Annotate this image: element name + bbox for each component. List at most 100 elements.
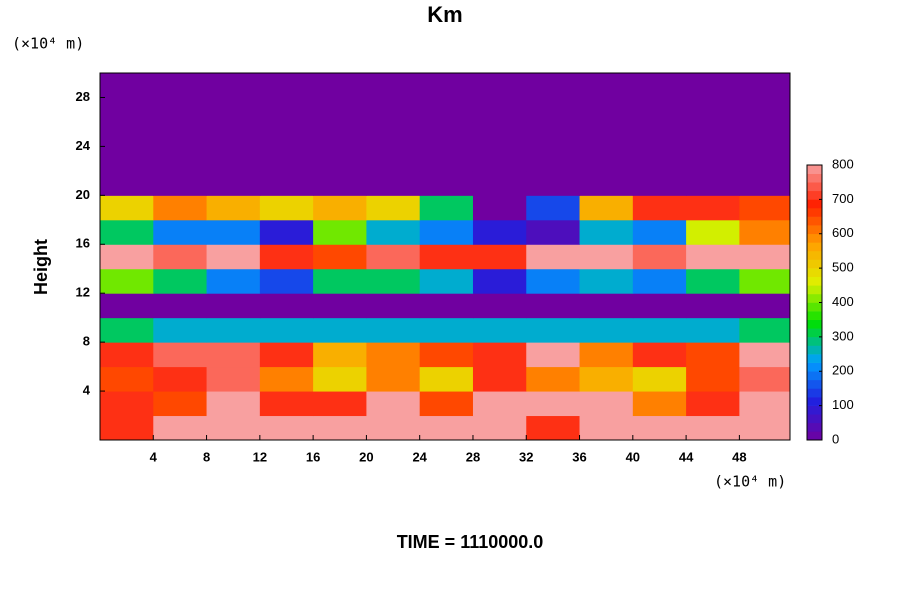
- cell: [153, 195, 208, 221]
- cell: [579, 170, 634, 196]
- colorbar-swatch: [807, 293, 822, 303]
- cell: [472, 195, 527, 221]
- cell: [686, 244, 740, 270]
- cell: [313, 97, 367, 123]
- cell: [313, 73, 367, 98]
- y-tick-label: 20: [76, 187, 90, 202]
- y-tick-label: 24: [76, 138, 91, 153]
- y-tick-label: 16: [76, 236, 90, 251]
- cell: [419, 366, 474, 392]
- colorbar-swatch: [807, 371, 822, 381]
- colorbar-swatch: [807, 173, 822, 183]
- cell: [206, 244, 261, 270]
- cell: [206, 293, 261, 319]
- cell: [366, 268, 421, 294]
- cell: [313, 170, 367, 196]
- cell: [259, 317, 314, 343]
- cell: [206, 268, 261, 294]
- cell: [632, 268, 687, 294]
- cell: [100, 415, 154, 441]
- cell: [153, 73, 208, 98]
- colorbar-swatch: [807, 431, 822, 441]
- y-tick-label: 28: [76, 89, 90, 104]
- cell: [259, 415, 314, 441]
- cell: [206, 170, 261, 196]
- cell: [686, 268, 740, 294]
- cell: [686, 121, 740, 147]
- cell: [526, 268, 581, 294]
- cell: [100, 391, 154, 417]
- cell: [579, 146, 634, 172]
- cell: [632, 170, 687, 196]
- colorbar-tick-label: 200: [832, 363, 854, 378]
- cell: [259, 195, 314, 221]
- cell: [472, 244, 527, 270]
- cell: [579, 415, 634, 441]
- cell: [686, 219, 740, 245]
- cell: [366, 146, 421, 172]
- cell: [739, 73, 791, 98]
- cell: [472, 268, 527, 294]
- x-tick-label: 44: [679, 449, 694, 464]
- cell: [259, 146, 314, 172]
- cell: [739, 121, 791, 147]
- cell: [206, 342, 261, 368]
- cell: [313, 342, 367, 368]
- cell: [206, 195, 261, 221]
- cell: [526, 170, 581, 196]
- cell: [206, 73, 261, 98]
- cell: [632, 366, 687, 392]
- cell: [153, 317, 208, 343]
- colorbar-swatch: [807, 397, 822, 406]
- cell: [366, 170, 421, 196]
- cell: [472, 121, 527, 147]
- cell: [419, 415, 474, 441]
- cell: [472, 170, 527, 196]
- colorbar-swatch: [807, 216, 822, 226]
- cell: [153, 121, 208, 147]
- cell: [579, 342, 634, 368]
- cell: [472, 97, 527, 123]
- cell: [153, 342, 208, 368]
- colorbar-swatch: [807, 319, 822, 329]
- cell: [472, 146, 527, 172]
- cell: [632, 293, 687, 319]
- colorbar-swatch: [807, 362, 822, 372]
- cell: [366, 317, 421, 343]
- x-tick-label: 20: [359, 449, 373, 464]
- cell: [366, 391, 421, 417]
- cell: [739, 170, 791, 196]
- cell: [526, 121, 581, 147]
- cell: [526, 293, 581, 319]
- cell: [313, 317, 367, 343]
- cell: [100, 366, 154, 392]
- cell: [366, 342, 421, 368]
- cell: [472, 317, 527, 343]
- cell: [419, 73, 474, 98]
- cell: [686, 415, 740, 441]
- cell: [366, 219, 421, 245]
- colorbar-swatch: [807, 414, 822, 424]
- cell: [739, 293, 791, 319]
- cell: [100, 219, 154, 245]
- cell: [472, 391, 527, 417]
- cell: [579, 97, 634, 123]
- cell: [739, 366, 791, 392]
- cell: [153, 268, 208, 294]
- colorbar-swatch: [807, 285, 822, 295]
- cell: [259, 170, 314, 196]
- cell: [366, 73, 421, 98]
- cell: [259, 97, 314, 123]
- cell: [632, 195, 687, 221]
- cell: [313, 121, 367, 147]
- colorbar-swatch: [807, 233, 822, 243]
- cell: [472, 219, 527, 245]
- colorbar-swatch: [807, 182, 822, 192]
- cell: [259, 268, 314, 294]
- cell: [100, 146, 154, 172]
- cell: [632, 244, 687, 270]
- cell: [366, 293, 421, 319]
- plot-frame: [99, 72, 791, 441]
- x-tick-label: 16: [306, 449, 320, 464]
